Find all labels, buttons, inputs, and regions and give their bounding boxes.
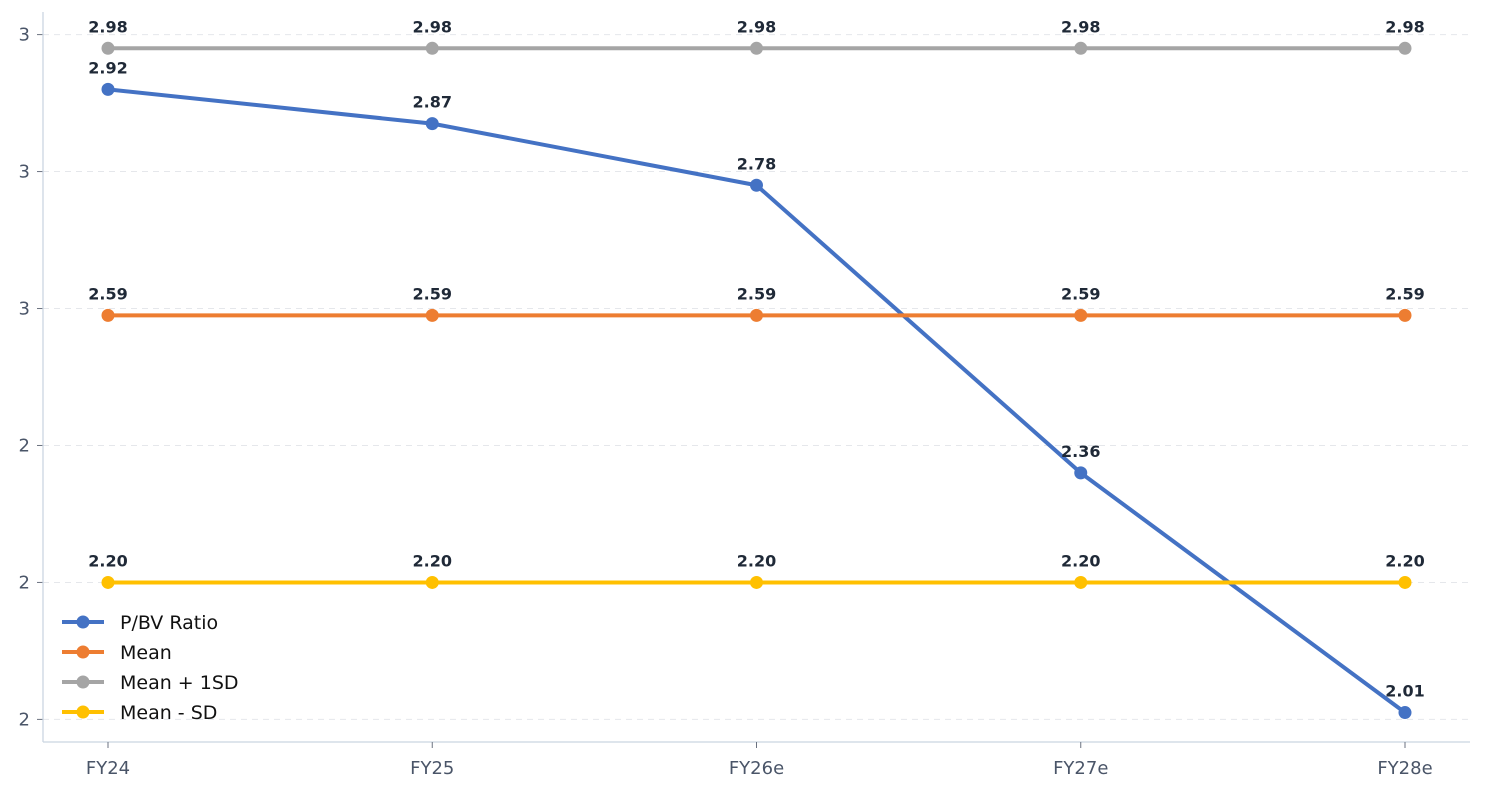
data-point [1074,466,1088,480]
data-point [101,575,115,589]
data-point [750,178,763,192]
data-point [1398,308,1412,322]
data-labels: 2.92 2.87 2.78 2.36 2.01 2.59 2.59 2.59 2.59 2.59… [88,17,1424,700]
x-tick-label: FY27e [1053,758,1108,779]
series-lines [101,41,1412,720]
x-tick-label: FY26e [729,758,784,779]
data-point [425,41,439,55]
x-tick-label: FY24 [86,758,130,779]
data-point [750,308,763,322]
data-label: 2.98 [1385,17,1424,36]
data-label: 2.20 [88,551,127,570]
legend-marker [76,675,90,689]
legend-label: Mean - SD [120,702,217,724]
data-label: 2.98 [737,17,776,36]
data-label: 2.20 [413,551,452,570]
data-point [750,575,763,589]
y-tick-label: 3 [19,162,30,183]
legend-marker [76,645,90,659]
data-label: 2.20 [1061,551,1100,570]
data-label: 2.20 [737,551,776,570]
data-label: 2.59 [1385,284,1424,303]
data-point [750,41,763,55]
data-point [1398,575,1412,589]
y-tick-label: 2 [19,572,30,593]
data-label: 2.36 [1061,442,1100,461]
legend-marker [76,615,90,629]
data-label: 2.01 [1385,682,1424,701]
y-tick-label: 3 [19,25,30,46]
data-label: 2.92 [88,58,127,77]
data-label: 2.87 [413,93,452,112]
data-label: 2.59 [737,284,776,303]
y-tick-label: 2 [19,709,30,730]
legend-marker [76,705,90,719]
data-label: 2.59 [413,284,452,303]
legend-label: Mean [120,642,172,664]
x-tick-label: FY25 [410,758,454,779]
data-label: 2.98 [1061,17,1100,36]
data-point [1074,308,1088,322]
data-label: 2.59 [1061,284,1100,303]
data-point [425,117,439,131]
legend: P/BV Ratio Mean Mean + 1SD Mean - SD [62,612,239,724]
data-point [425,575,439,589]
data-point [101,308,115,322]
data-point [425,308,439,322]
data-label: 2.98 [413,17,452,36]
data-point [1074,575,1088,589]
data-point [1398,706,1412,720]
data-label: 2.20 [1385,551,1424,570]
data-label: 2.78 [737,154,776,173]
x-tick-label: FY28e [1377,758,1432,779]
data-point [101,82,115,96]
data-label: 2.59 [88,284,127,303]
data-point [1398,41,1412,55]
y-tick-label: 3 [19,299,30,320]
legend-label: Mean + 1SD [120,672,239,694]
data-point [101,41,115,55]
axes: 2 2 2 3 3 3 FY24 FY25 FY26e FY27e FY28e [19,12,1470,779]
y-tick-label: 2 [19,435,30,456]
data-label: 2.98 [88,17,127,36]
data-point [1074,41,1088,55]
legend-label: P/BV Ratio [120,612,218,634]
gridlines [43,34,1470,720]
